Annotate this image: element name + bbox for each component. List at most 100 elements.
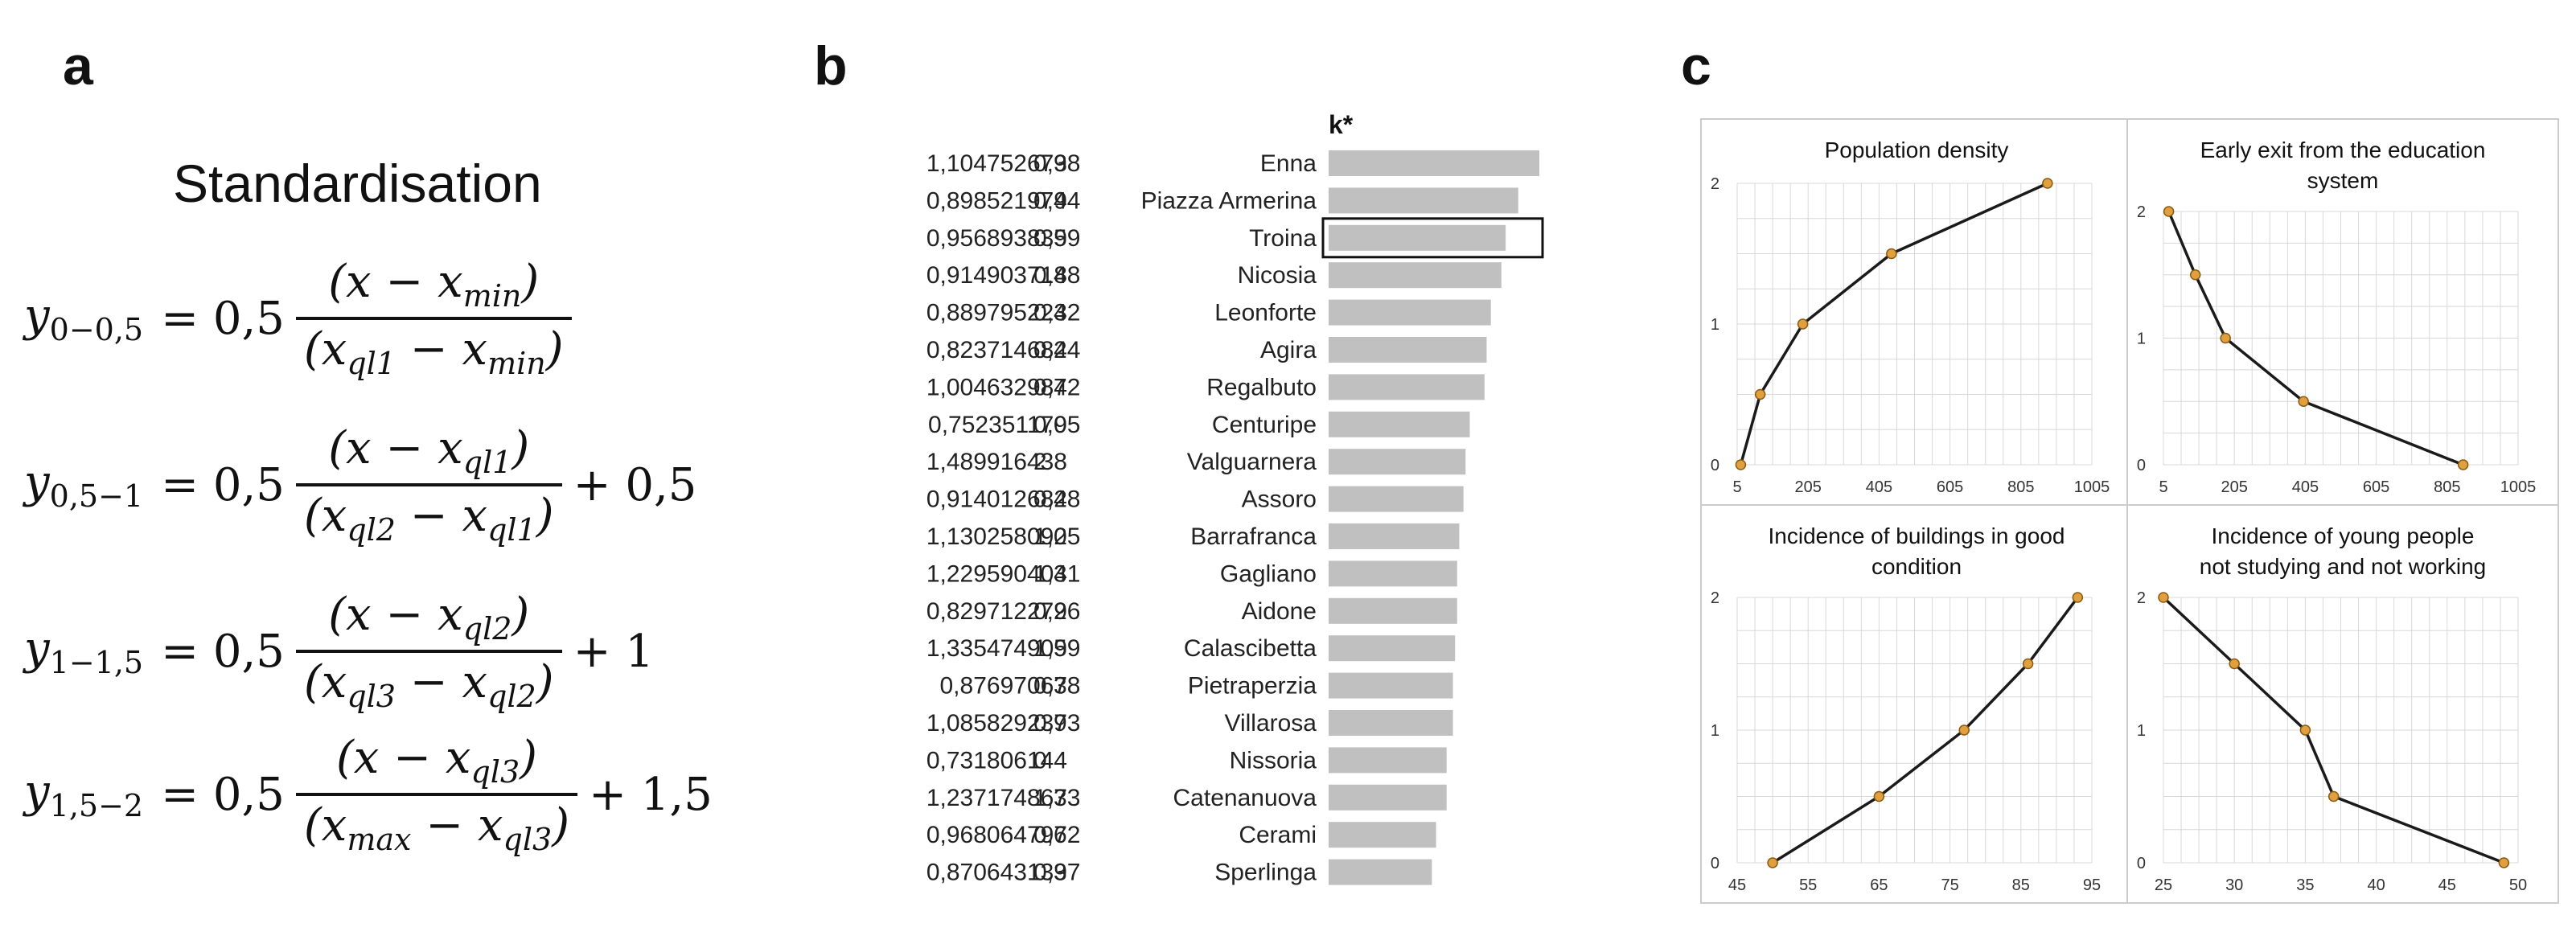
y-tick-label: 0: [1711, 855, 1719, 872]
panel-b-ranking-chart: k* 1,104752673 0,98 Enna 0,898521979 0,44 Piaz…: [804, 0, 1576, 944]
chart-title: condition: [1871, 554, 1962, 579]
equation-fraction: (x − xql2) (xql3 − xql2): [295, 589, 562, 714]
rank-value: 0,48: [1033, 262, 1080, 289]
x-tick-label: 605: [2363, 478, 2389, 496]
bar: [1329, 710, 1453, 736]
score-value: 0,87697067: [940, 673, 1068, 700]
highlight-box: [1321, 217, 1544, 259]
score-value: 0,956893839: [926, 225, 1067, 252]
y-tick-label: 1: [1711, 722, 1719, 740]
score-value: 0,752351179: [928, 412, 1067, 438]
bar: [1329, 747, 1447, 774]
category-label: Enna: [1260, 150, 1317, 177]
bar: [1329, 784, 1447, 811]
category-label: Agira: [1260, 337, 1317, 363]
line-chart-1: Population density 5 205 405 605 805 1005 0 1 2: [1711, 137, 2110, 496]
category-label: Cerami: [1239, 822, 1317, 848]
data-point: [2072, 592, 2084, 603]
rank-value: 0,62: [1033, 822, 1080, 848]
x-tick-label: 605: [1937, 478, 1963, 496]
equation-1: y0−0,5 = 0,5 (x − xmin) (xql1 − xmin): [24, 256, 583, 381]
rank-value: 1,31: [1033, 560, 1080, 587]
score-value: 1,489916438: [926, 449, 1067, 475]
line-chart-3: Incidence of buildings in good condition 4…: [1711, 523, 2101, 894]
chart-title: Early exit from the education: [2200, 137, 2486, 162]
equation-2: y0,5−1 = 0,5 (x − xql1) (xql2 − xql1) + …: [24, 422, 696, 548]
category-label: Leonforte: [1214, 300, 1317, 326]
rank-value: 0,26: [1033, 598, 1080, 625]
panel-c-frame: [1700, 118, 2559, 904]
equation-lhs: y0−0,5: [24, 289, 144, 348]
equation-coefficient: = 0,5: [161, 768, 285, 821]
panel-a-title: Standardisation: [173, 154, 542, 213]
score-value: 0,870643139: [926, 860, 1067, 886]
data-point: [2158, 592, 2169, 603]
score-value: 1,104752673: [926, 150, 1067, 177]
rank-value: 0,44: [1033, 187, 1080, 214]
rank-value: 0,59: [1033, 225, 1080, 252]
bar: [1329, 486, 1464, 512]
x-tick-label: 5: [2159, 478, 2167, 496]
bar: [1329, 560, 1457, 587]
bar: [1329, 597, 1457, 624]
category-label: Regalbuto: [1206, 374, 1317, 400]
category-label: Nissoria: [1230, 747, 1317, 774]
chart-title: system: [2307, 168, 2379, 193]
panel-a-formulas: Standardisation y0−0,5 = 0,5 (x − xmin) …: [0, 0, 804, 944]
equation-coefficient: = 0,5: [161, 292, 285, 345]
rank-value: 0,37: [1033, 860, 1080, 886]
bar: [1329, 150, 1539, 176]
y-tick-label: 2: [2137, 589, 2146, 607]
bar: [1329, 449, 1466, 475]
y-tick-label: 0: [2137, 457, 2146, 474]
x-tick-label: 85: [2012, 876, 2030, 894]
category-label: Troina: [1249, 225, 1317, 252]
bar: [1329, 523, 1460, 549]
rank-value: 0,93: [1033, 710, 1080, 737]
y-tick-label: 1: [1711, 316, 1719, 334]
panel-label-c: c: [1681, 35, 1711, 96]
data-point: [1767, 857, 1778, 868]
equation-tail: + 1: [573, 625, 654, 678]
bar: [1329, 224, 1506, 251]
x-tick-label: 1005: [2500, 478, 2537, 496]
data-point: [1886, 248, 1897, 260]
equation-tail: + 0,5: [573, 458, 697, 511]
score-value: 0,898521979: [926, 187, 1067, 214]
score-value: 0,914012682: [926, 486, 1067, 513]
panel-c-line-charts: Population density 5 205 405 605 805 1005 0 1 2 Ea…: [1657, 0, 2576, 944]
x-tick-label: 405: [2292, 478, 2319, 496]
chart-title: Incidence of young people: [2212, 523, 2475, 548]
equation-4: y1,5−2 = 0,5 (x − xql3) (xmax − xql3) + …: [24, 732, 713, 857]
x-tick-label: 25: [2155, 876, 2172, 894]
chart-title: not studying and not working: [2200, 554, 2486, 579]
rank-value: 0,24: [1033, 337, 1080, 363]
y-tick-label: 0: [1711, 457, 1719, 474]
score-value: 0,731806144: [926, 747, 1067, 774]
line-chart-4: Incidence of young people not studying an…: [2137, 523, 2527, 894]
data-point: [2229, 658, 2240, 670]
x-tick-label: 40: [2367, 876, 2385, 894]
y-tick-label: 1: [2137, 330, 2146, 348]
data-point: [2042, 178, 2053, 189]
x-tick-label: 805: [2007, 478, 2034, 496]
x-tick-label: 55: [1799, 876, 1817, 894]
x-tick-label: 30: [2225, 876, 2243, 894]
x-tick-label: 45: [2438, 876, 2456, 894]
data-point: [2457, 459, 2469, 470]
data-point: [2299, 724, 2311, 736]
data-point: [2163, 206, 2175, 217]
score-value: 1,004632984: [926, 374, 1067, 400]
y-tick-label: 2: [2137, 203, 2146, 221]
x-tick-label: 1005: [2074, 478, 2110, 496]
bar: [1329, 187, 1518, 214]
bar: [1329, 411, 1470, 437]
category-label: Catenanuova: [1173, 785, 1317, 811]
bar: [1329, 262, 1502, 289]
data-point: [2189, 269, 2201, 281]
bar: [1329, 859, 1432, 885]
data-point: [2498, 857, 2510, 868]
equation-lhs: y0,5−1: [24, 456, 144, 515]
